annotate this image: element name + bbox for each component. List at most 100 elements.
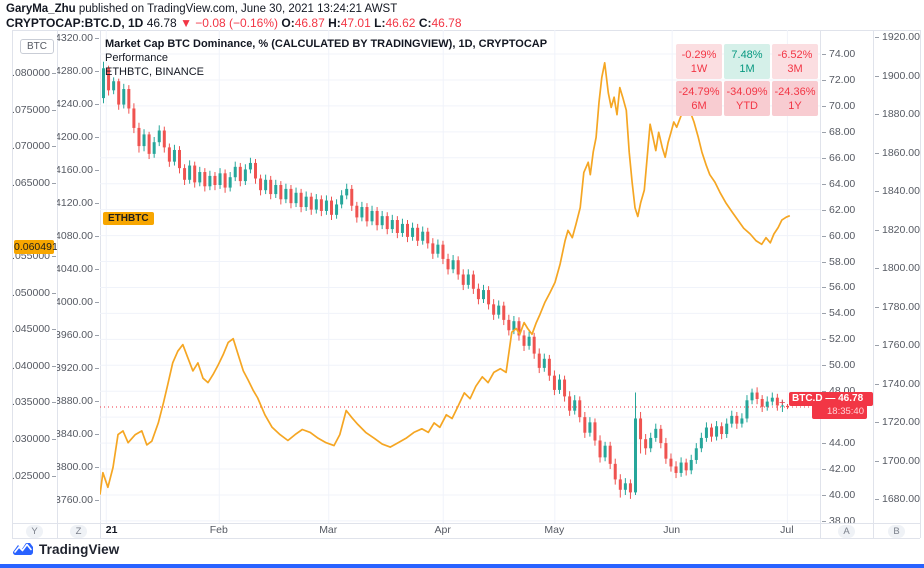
axis-tick-label: 44.00	[821, 437, 856, 450]
price-scale-percent[interactable]: 74.00 72.00 70.00 68.00 66.00 64.00 62.00 60.00…	[820, 30, 873, 523]
performance-badge-1m: 7.48% 1M	[724, 44, 770, 79]
last-price: 46.78	[146, 16, 177, 30]
chart-plot-area[interactable]	[99, 30, 820, 523]
scale-button-b[interactable]: B	[888, 525, 905, 538]
chart-title: Market Cap BTC Dominance, % (CALCULATED …	[105, 38, 548, 50]
axis-tick-label: 0.040000	[12, 360, 56, 372]
axis-tick-label: 60.00	[821, 229, 856, 242]
price-change: −0.08 (−0.16%)	[195, 16, 279, 30]
axis-tick-label: 1720.00	[875, 416, 920, 428]
ohlc-label: C:	[415, 16, 432, 30]
axis-tick-label: 0.080000	[12, 67, 56, 79]
legend-overlay-label: ETHBTC, BINANCE	[105, 66, 205, 78]
axis-tick-label: 4120.00	[57, 197, 99, 209]
chart-legend: Market Cap BTC Dominance, % (CALCULATED …	[105, 37, 547, 79]
axis-tick-label: 3920.00	[57, 362, 99, 374]
time-axis-divider	[12, 523, 920, 524]
author-name: GaryMa_Zhu	[6, 3, 76, 15]
axis-tick-label: 4080.00	[57, 230, 99, 242]
plot-border-left	[100, 30, 101, 538]
axis-tick-label: 52.00	[821, 333, 856, 346]
performance-badge-3m: -6.52% 3M	[772, 44, 818, 79]
axis-tick-label: 3960.00	[57, 329, 99, 341]
axis-tick-label: 0.030000	[12, 433, 56, 445]
plot-border-right	[820, 30, 821, 538]
axis-tick-label: 58.00	[821, 255, 856, 268]
symbol-name: CRYPTOCAP:BTC.D, 1D	[6, 16, 144, 30]
axis-tick-label: 0.075000	[12, 104, 56, 116]
time-tick-may: May	[544, 524, 565, 536]
axis-tick-label: 70.00	[821, 99, 856, 112]
tradingview-logo-icon	[13, 543, 33, 555]
time-axis[interactable]: 21 Feb Mar Apr May Jun Jul	[100, 523, 820, 538]
performance-badge-ytd: -34.09% YTD	[724, 81, 770, 116]
axis-tick-label: 1780.00	[875, 300, 920, 313]
ohlc-label: O:	[281, 16, 295, 30]
axis-tick-label: 1920.00	[875, 31, 920, 43]
axis-tick-label: 0.050000	[12, 287, 56, 299]
axis-tick-label: 4320.00	[57, 32, 99, 44]
ethbtc-series-tag: ETHBTC	[103, 212, 154, 225]
ohlc-values: O:46.87 H:47.01 L:46.62 C:46.78	[281, 16, 461, 30]
axis-tick-label: 0.045000	[12, 323, 56, 335]
time-tick-21: 21	[105, 524, 118, 536]
axis-tick-label: 64.00	[821, 177, 856, 190]
axis-tick-label: 50.00	[821, 359, 856, 372]
axis-tick-label: 56.00	[821, 281, 856, 294]
symbol-ohlc-row: CRYPTOCAP:BTC.D, 1D 46.78 ▼ −0.08 (−0.16…	[6, 16, 462, 30]
axis-tick-label: 1700.00	[875, 454, 920, 467]
axis-tick-label: 42.00	[821, 463, 856, 476]
ohlc-value: 46.78	[431, 16, 462, 30]
axis-tick-label: 54.00	[821, 307, 856, 320]
scale-button-a[interactable]: A	[838, 525, 855, 538]
time-tick-jun: Jun	[663, 524, 681, 536]
axis-tick-label: 0.035000	[12, 396, 56, 408]
price-scale-left-2[interactable]: 4320.00 4280.00 4240.00 4200.00 4160.00 4120.…	[57, 30, 100, 523]
axis-divider-left	[57, 30, 58, 538]
axis-divider-right	[873, 30, 874, 538]
tradingview-footer-logo[interactable]: TradingView	[12, 541, 119, 557]
ohlc-value: 46.62	[385, 16, 416, 30]
axis-tick-label: 0.065000	[12, 177, 56, 189]
axis-tick-label: 40.00	[821, 488, 856, 501]
axis-tick-label: 62.00	[821, 203, 856, 216]
axis-tick-label: 1840.00	[875, 185, 920, 197]
axis-tick-label: 3800.00	[57, 461, 99, 473]
ohlc-label: H:	[324, 16, 341, 30]
frame-border-right	[920, 30, 921, 538]
ethbtc-price-label: 0.060491	[14, 240, 57, 254]
byline-text: published on TradingView.com, June 30, 2…	[75, 3, 398, 15]
btc-unit-button[interactable]: BTC	[20, 39, 54, 54]
axis-tick-label: 72.00	[821, 73, 856, 86]
btcd-countdown: 18:35:40	[812, 406, 867, 419]
axis-tick-label: 4200.00	[57, 131, 99, 143]
btcd-price-tag: BTC.D — 46.78	[789, 392, 873, 406]
performance-badge-1w: -0.29% 1W	[676, 44, 722, 79]
axis-tick-label: 1820.00	[875, 223, 920, 236]
publish-byline: GaryMa_Zhu published on TradingView.com,…	[6, 2, 397, 16]
axis-tick-label: 3880.00	[57, 395, 99, 407]
time-tick-feb: Feb	[209, 524, 228, 536]
axis-tick-label: 1740.00	[875, 377, 920, 390]
ohlc-label: L:	[370, 16, 386, 30]
axis-tick-label: 4160.00	[57, 164, 99, 176]
time-tick-jul: Jul	[780, 524, 794, 536]
tradingview-wordmark: TradingView	[39, 541, 120, 557]
down-arrow-icon: ▼	[180, 16, 192, 30]
performance-badge-1y: -24.36% 1Y	[772, 81, 818, 116]
scale-button-z[interactable]: Z	[70, 525, 87, 538]
axis-tick-label: 1760.00	[875, 339, 920, 351]
price-scale-right-2[interactable]: 1920.00 1900.00 1880.00 1860.00 1840.00 1820.…	[873, 30, 920, 523]
scale-button-y[interactable]: Y	[26, 525, 43, 538]
performance-badges: -0.29% 1W 7.48% 1M -6.52% 3M -24.79% 6M -34.09% Y…	[676, 44, 818, 116]
chart-canvas[interactable]	[99, 30, 820, 523]
frame-border-left	[12, 30, 13, 538]
axis-tick-label: 4000.00	[57, 296, 99, 308]
axis-tick-label: 1800.00	[875, 262, 920, 274]
axis-tick-label: 4280.00	[57, 65, 99, 77]
ohlc-value: 46.87	[294, 16, 325, 30]
price-scale-btc[interactable]: BTC 0.060491 0.080000 0.075000 0.070000 0.0…	[12, 30, 57, 523]
time-tick-apr: Apr	[434, 524, 451, 536]
ohlc-value: 47.01	[340, 16, 371, 30]
performance-badge-6m: -24.79% 6M	[676, 81, 722, 116]
